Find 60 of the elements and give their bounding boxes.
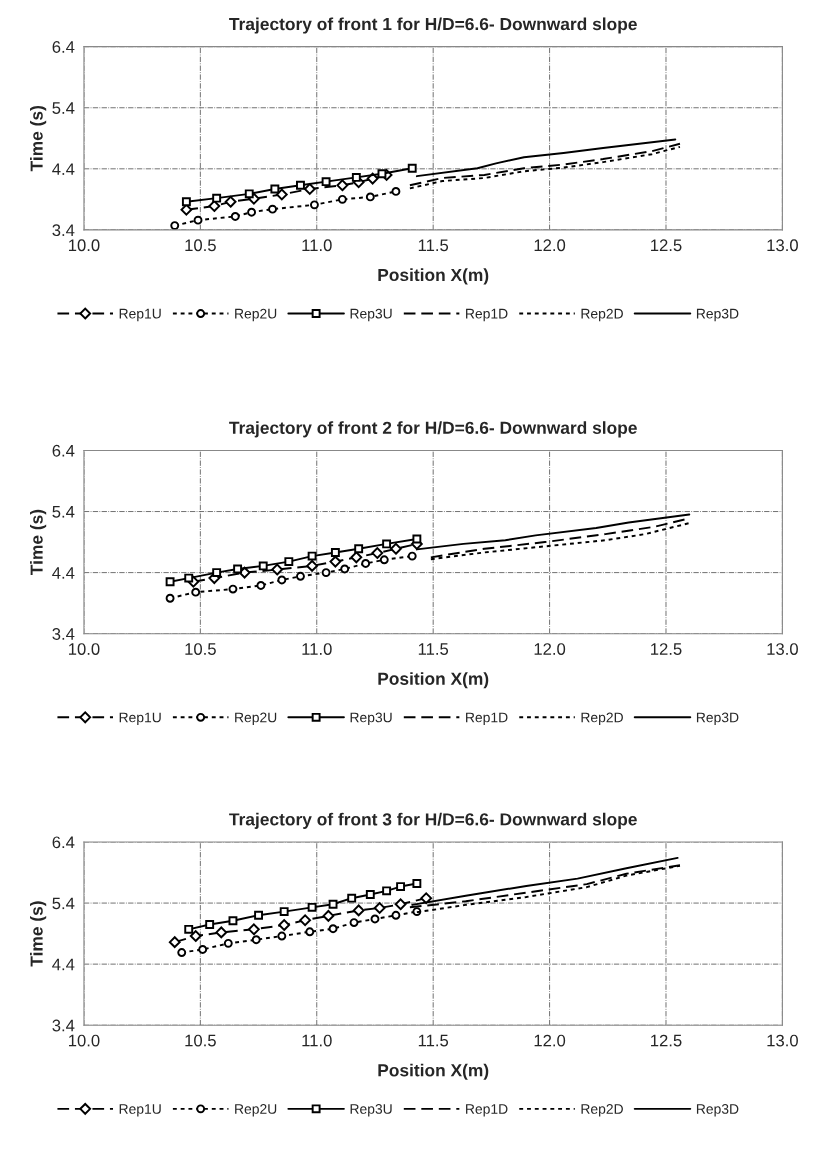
x-tick-label: 12.5 — [651, 643, 682, 655]
x-tick-label: 10.0 — [69, 239, 100, 252]
y-tick-label: 6.4 — [52, 836, 75, 849]
y-tick-label: 3.4 — [52, 224, 75, 237]
y-tick-label: 5.4 — [52, 897, 75, 910]
chart-title: Trajectory of front 3 for H/D=6.6- Downward slope — [229, 812, 637, 829]
legend-label: Rep2D — [581, 308, 623, 322]
x-tick-label: 11.0 — [302, 239, 332, 252]
x-tick-label: 11.0 — [302, 643, 332, 655]
x-tick-label: 12.0 — [534, 1034, 566, 1047]
x-tick-label: 11.5 — [418, 1034, 449, 1047]
y-tick-label: 4.4 — [52, 163, 75, 175]
legend-label: Rep1D — [466, 1104, 508, 1117]
y-tick-label: 5.4 — [52, 102, 75, 114]
legend-label: Rep1U — [119, 308, 161, 322]
legend-label: Rep3D — [696, 308, 739, 322]
chart-title: Trajectory of front 2 for H/D=6.6- Downward slope — [229, 421, 637, 438]
x-tick-label: 11.5 — [418, 239, 449, 252]
legend-label: Rep3U — [350, 308, 392, 322]
legend-label: Rep3D — [696, 712, 739, 726]
x-tick-label: 13.0 — [767, 239, 798, 252]
legend-label: Rep2D — [581, 712, 623, 726]
x-tick-label: 11.0 — [302, 1034, 332, 1047]
x-tick-label: 12.0 — [534, 239, 566, 252]
y-axis-title: Time (s) — [30, 901, 47, 967]
x-axis-title: Position X(m) — [378, 1063, 489, 1080]
x-tick-label: 11.5 — [418, 643, 449, 655]
legend-label: Rep3D — [696, 1104, 739, 1117]
legend-label: Rep2U — [235, 1104, 277, 1117]
x-tick-label: 13.0 — [767, 1034, 798, 1047]
x-tick-label: 10.5 — [185, 643, 216, 655]
x-axis-title: Position X(m) — [378, 672, 489, 689]
y-tick-label: 6.4 — [52, 444, 75, 457]
x-tick-label: 10.0 — [69, 1034, 100, 1047]
x-tick-label: 10.5 — [185, 239, 216, 252]
y-tick-label: 3.4 — [52, 628, 75, 640]
legend-label: Rep2U — [235, 712, 277, 726]
y-tick-label: 5.4 — [52, 506, 75, 518]
x-tick-label: 13.0 — [767, 643, 798, 655]
legend-label: Rep1U — [119, 712, 161, 726]
y-tick-label: 6.4 — [52, 41, 75, 53]
chart-title: Trajectory of front 1 for H/D=6.6- Downward slope — [229, 17, 637, 34]
legend-label: Rep1D — [466, 308, 508, 322]
y-tick-label: 4.4 — [52, 958, 75, 971]
y-axis-title: Time (s) — [30, 509, 47, 575]
legend-label: Rep1U — [119, 1104, 161, 1117]
legend-label: Rep3U — [350, 712, 392, 726]
x-tick-label: 12.5 — [651, 239, 682, 252]
x-tick-label: 10.0 — [69, 643, 100, 655]
legend-label: Rep2D — [581, 1104, 623, 1117]
legend-label: Rep1D — [466, 712, 508, 726]
y-tick-label: 4.4 — [52, 567, 75, 579]
x-tick-label: 12.0 — [534, 643, 566, 655]
x-tick-label: 12.5 — [651, 1034, 682, 1047]
legend-label: Rep3U — [350, 1104, 392, 1117]
y-tick-label: 3.4 — [52, 1019, 75, 1032]
y-axis-title: Time (s) — [30, 106, 47, 172]
x-axis-title: Position X(m) — [378, 268, 489, 285]
x-tick-label: 10.5 — [185, 1034, 216, 1047]
legend-label: Rep2U — [235, 308, 277, 322]
